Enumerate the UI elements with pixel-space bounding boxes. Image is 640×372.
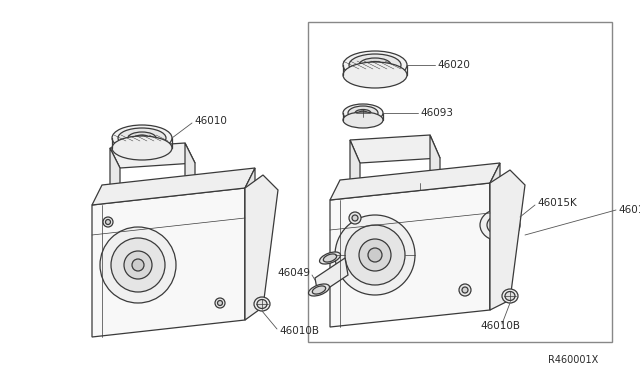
Text: 46020: 46020 [437, 60, 470, 70]
Ellipse shape [480, 209, 520, 241]
Bar [308, 22, 612, 342]
Ellipse shape [494, 220, 506, 230]
Ellipse shape [319, 252, 340, 264]
Text: 46010: 46010 [618, 205, 640, 215]
Polygon shape [490, 170, 525, 310]
Polygon shape [110, 148, 120, 213]
Polygon shape [430, 135, 440, 200]
Ellipse shape [343, 104, 383, 122]
Polygon shape [110, 183, 185, 213]
Ellipse shape [371, 63, 379, 67]
Ellipse shape [103, 217, 113, 227]
Ellipse shape [308, 284, 330, 296]
Ellipse shape [112, 125, 172, 151]
Ellipse shape [345, 225, 405, 285]
Ellipse shape [355, 109, 371, 116]
Text: 46015K: 46015K [537, 198, 577, 208]
Text: 46093: 46093 [420, 108, 453, 118]
Polygon shape [245, 175, 278, 320]
Ellipse shape [348, 106, 378, 120]
Ellipse shape [135, 135, 149, 141]
Ellipse shape [502, 289, 518, 303]
Polygon shape [350, 140, 360, 210]
Polygon shape [315, 258, 348, 295]
Ellipse shape [335, 215, 415, 295]
Polygon shape [92, 188, 245, 337]
Polygon shape [185, 143, 195, 203]
Ellipse shape [111, 238, 165, 292]
Polygon shape [110, 143, 195, 168]
Ellipse shape [368, 248, 382, 262]
Polygon shape [330, 183, 490, 327]
Polygon shape [245, 168, 255, 320]
Ellipse shape [215, 298, 225, 308]
Ellipse shape [349, 212, 361, 224]
Text: 46049: 46049 [277, 268, 310, 278]
Ellipse shape [359, 111, 367, 115]
Ellipse shape [459, 284, 471, 296]
Text: 46010B: 46010B [279, 326, 319, 336]
Text: 46010: 46010 [194, 116, 227, 126]
Ellipse shape [343, 62, 407, 88]
Ellipse shape [139, 137, 145, 140]
Ellipse shape [254, 297, 270, 311]
Text: 46010B: 46010B [480, 321, 520, 331]
Polygon shape [330, 163, 500, 200]
Ellipse shape [352, 215, 358, 221]
Ellipse shape [132, 259, 144, 271]
Ellipse shape [112, 136, 172, 160]
Polygon shape [490, 163, 500, 310]
Ellipse shape [505, 292, 515, 301]
Ellipse shape [359, 239, 391, 271]
Ellipse shape [128, 132, 156, 144]
Ellipse shape [462, 287, 468, 293]
Ellipse shape [343, 112, 383, 128]
Ellipse shape [343, 51, 407, 79]
Ellipse shape [257, 299, 267, 308]
Ellipse shape [118, 128, 166, 148]
Polygon shape [350, 177, 430, 210]
Ellipse shape [323, 254, 337, 262]
Ellipse shape [349, 54, 401, 76]
Ellipse shape [100, 227, 176, 303]
Text: R460001X: R460001X [548, 355, 598, 365]
Ellipse shape [312, 286, 326, 294]
Polygon shape [350, 135, 440, 163]
Ellipse shape [359, 58, 391, 72]
Ellipse shape [487, 215, 513, 235]
Ellipse shape [106, 219, 111, 224]
Ellipse shape [367, 61, 383, 68]
Polygon shape [92, 168, 255, 205]
Ellipse shape [124, 251, 152, 279]
Ellipse shape [218, 301, 223, 305]
